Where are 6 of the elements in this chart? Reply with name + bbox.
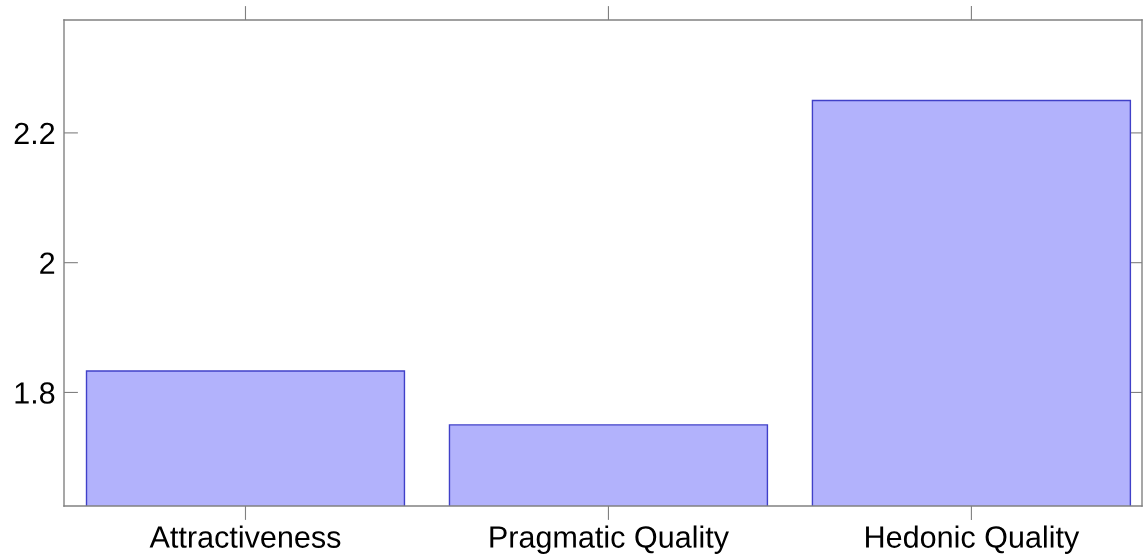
x-tick-label: Pragmatic Quality [490, 525, 729, 554]
y-tick-label: 1.8 [15, 382, 55, 404]
y-tick-label: 2 [40, 252, 55, 274]
x-tick-label: Hedonic Quality [866, 525, 1080, 554]
x-tick-label: Attractiveness [149, 525, 341, 548]
y-tick-label: 2.2 [14, 122, 55, 144]
